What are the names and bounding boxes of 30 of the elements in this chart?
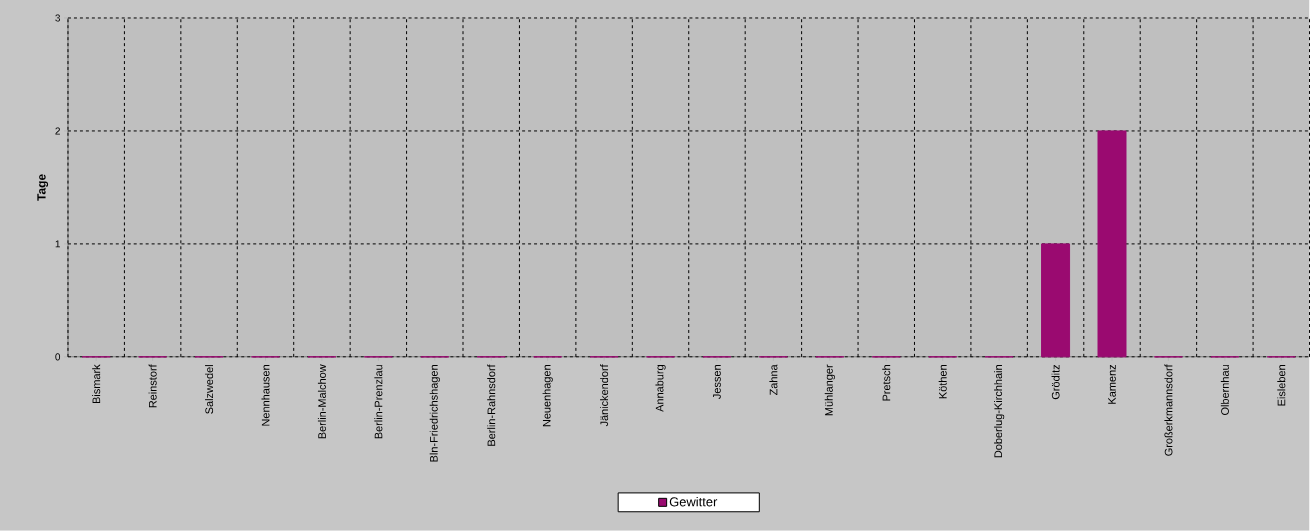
- bar: [1041, 243, 1071, 358]
- x-tick-label: Kamenz: [1108, 365, 1116, 404]
- bar: [1097, 130, 1127, 358]
- y-tick-label: 3: [55, 14, 61, 22]
- x-tick-label: Eisleben: [1277, 365, 1286, 406]
- y-axis-title: Tage: [37, 174, 49, 201]
- x-tick-label: Salzwedel: [205, 365, 214, 414]
- x-tick-label: Jessen: [713, 365, 721, 400]
- x-tick-label: Mühlanger: [824, 364, 835, 416]
- x-tick-label: Bln-Friedrichshagen: [429, 365, 440, 462]
- x-tick-label: Köthen: [938, 365, 947, 399]
- x-tick-label: Olbernhau: [1220, 365, 1229, 416]
- y-tick-label: 1: [55, 240, 60, 248]
- y-tick-label: 2: [55, 127, 60, 135]
- x-tick-label: Bismark: [92, 364, 101, 404]
- x-tick-label: Pretsch: [882, 365, 891, 401]
- x-tick-label: Nennhausen: [261, 365, 270, 426]
- x-tick-label: Doberlug-Kirchhain: [994, 365, 1005, 458]
- x-tick-label: Jänickendorf: [600, 364, 609, 427]
- y-tick-label: 0: [55, 353, 61, 361]
- x-tick-label: Annaburg: [655, 365, 666, 412]
- x-tick-label: Reinstorf: [148, 364, 157, 408]
- x-tick-label: Großerkmannsdorf: [1164, 364, 1173, 456]
- x-tick-label: Neuenhagen: [542, 365, 553, 427]
- x-tick-label: Berlin-Rahnsdorf: [487, 364, 496, 446]
- x-tick-label: Berlin-Prenzlau: [374, 365, 383, 439]
- x-tick-label: Zahna: [769, 364, 778, 396]
- x-tick-label: Gröditz: [1051, 365, 1060, 400]
- legend-label: Gewitter: [669, 496, 718, 507]
- x-tick-label: Berlin-Malchow: [317, 364, 326, 439]
